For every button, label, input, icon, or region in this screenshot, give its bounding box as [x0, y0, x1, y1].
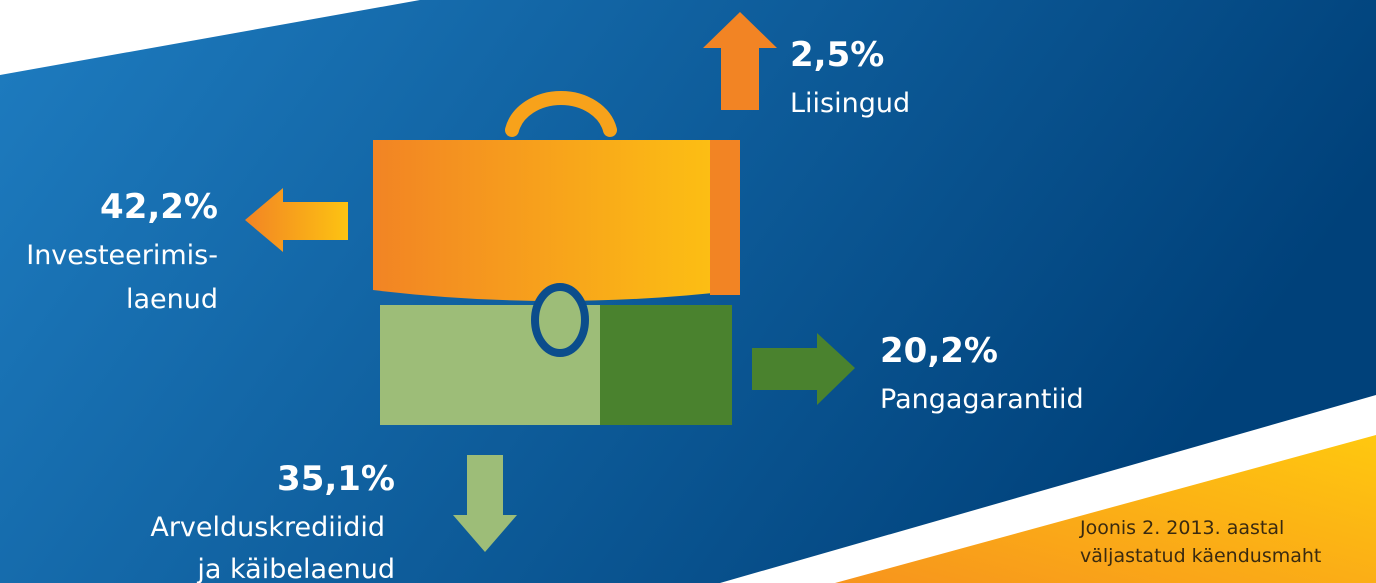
- value-label: 42,2%: [100, 187, 218, 227]
- caption: Joonis 2. 2013. aastal: [1079, 517, 1284, 539]
- arrow-down: [453, 455, 517, 552]
- arrow-left: [245, 188, 348, 252]
- item-label: ja käibelaenud: [196, 554, 395, 583]
- briefcase-bottom-right: [600, 305, 732, 425]
- briefcase-top: [373, 140, 740, 301]
- briefcase-clasp: [531, 283, 589, 357]
- item-label: Liisingud: [790, 88, 910, 119]
- value-label: 35,1%: [277, 459, 395, 499]
- item-label: Pangagarantiid: [880, 384, 1084, 415]
- briefcase-strip: [710, 140, 740, 295]
- item-label: Arvelduskrediidid: [150, 512, 385, 543]
- caption: väljastatud käendusmaht: [1080, 545, 1321, 567]
- value-label: 2,5%: [790, 35, 884, 75]
- briefcase-handle: [505, 90, 617, 137]
- item-label: Investeerimis-: [26, 240, 218, 271]
- arrow-right: [752, 333, 855, 405]
- corner-accent: [835, 435, 1376, 583]
- item-label: laenud: [126, 284, 218, 315]
- value-label: 20,2%: [880, 331, 998, 371]
- arrow-up: [703, 12, 777, 110]
